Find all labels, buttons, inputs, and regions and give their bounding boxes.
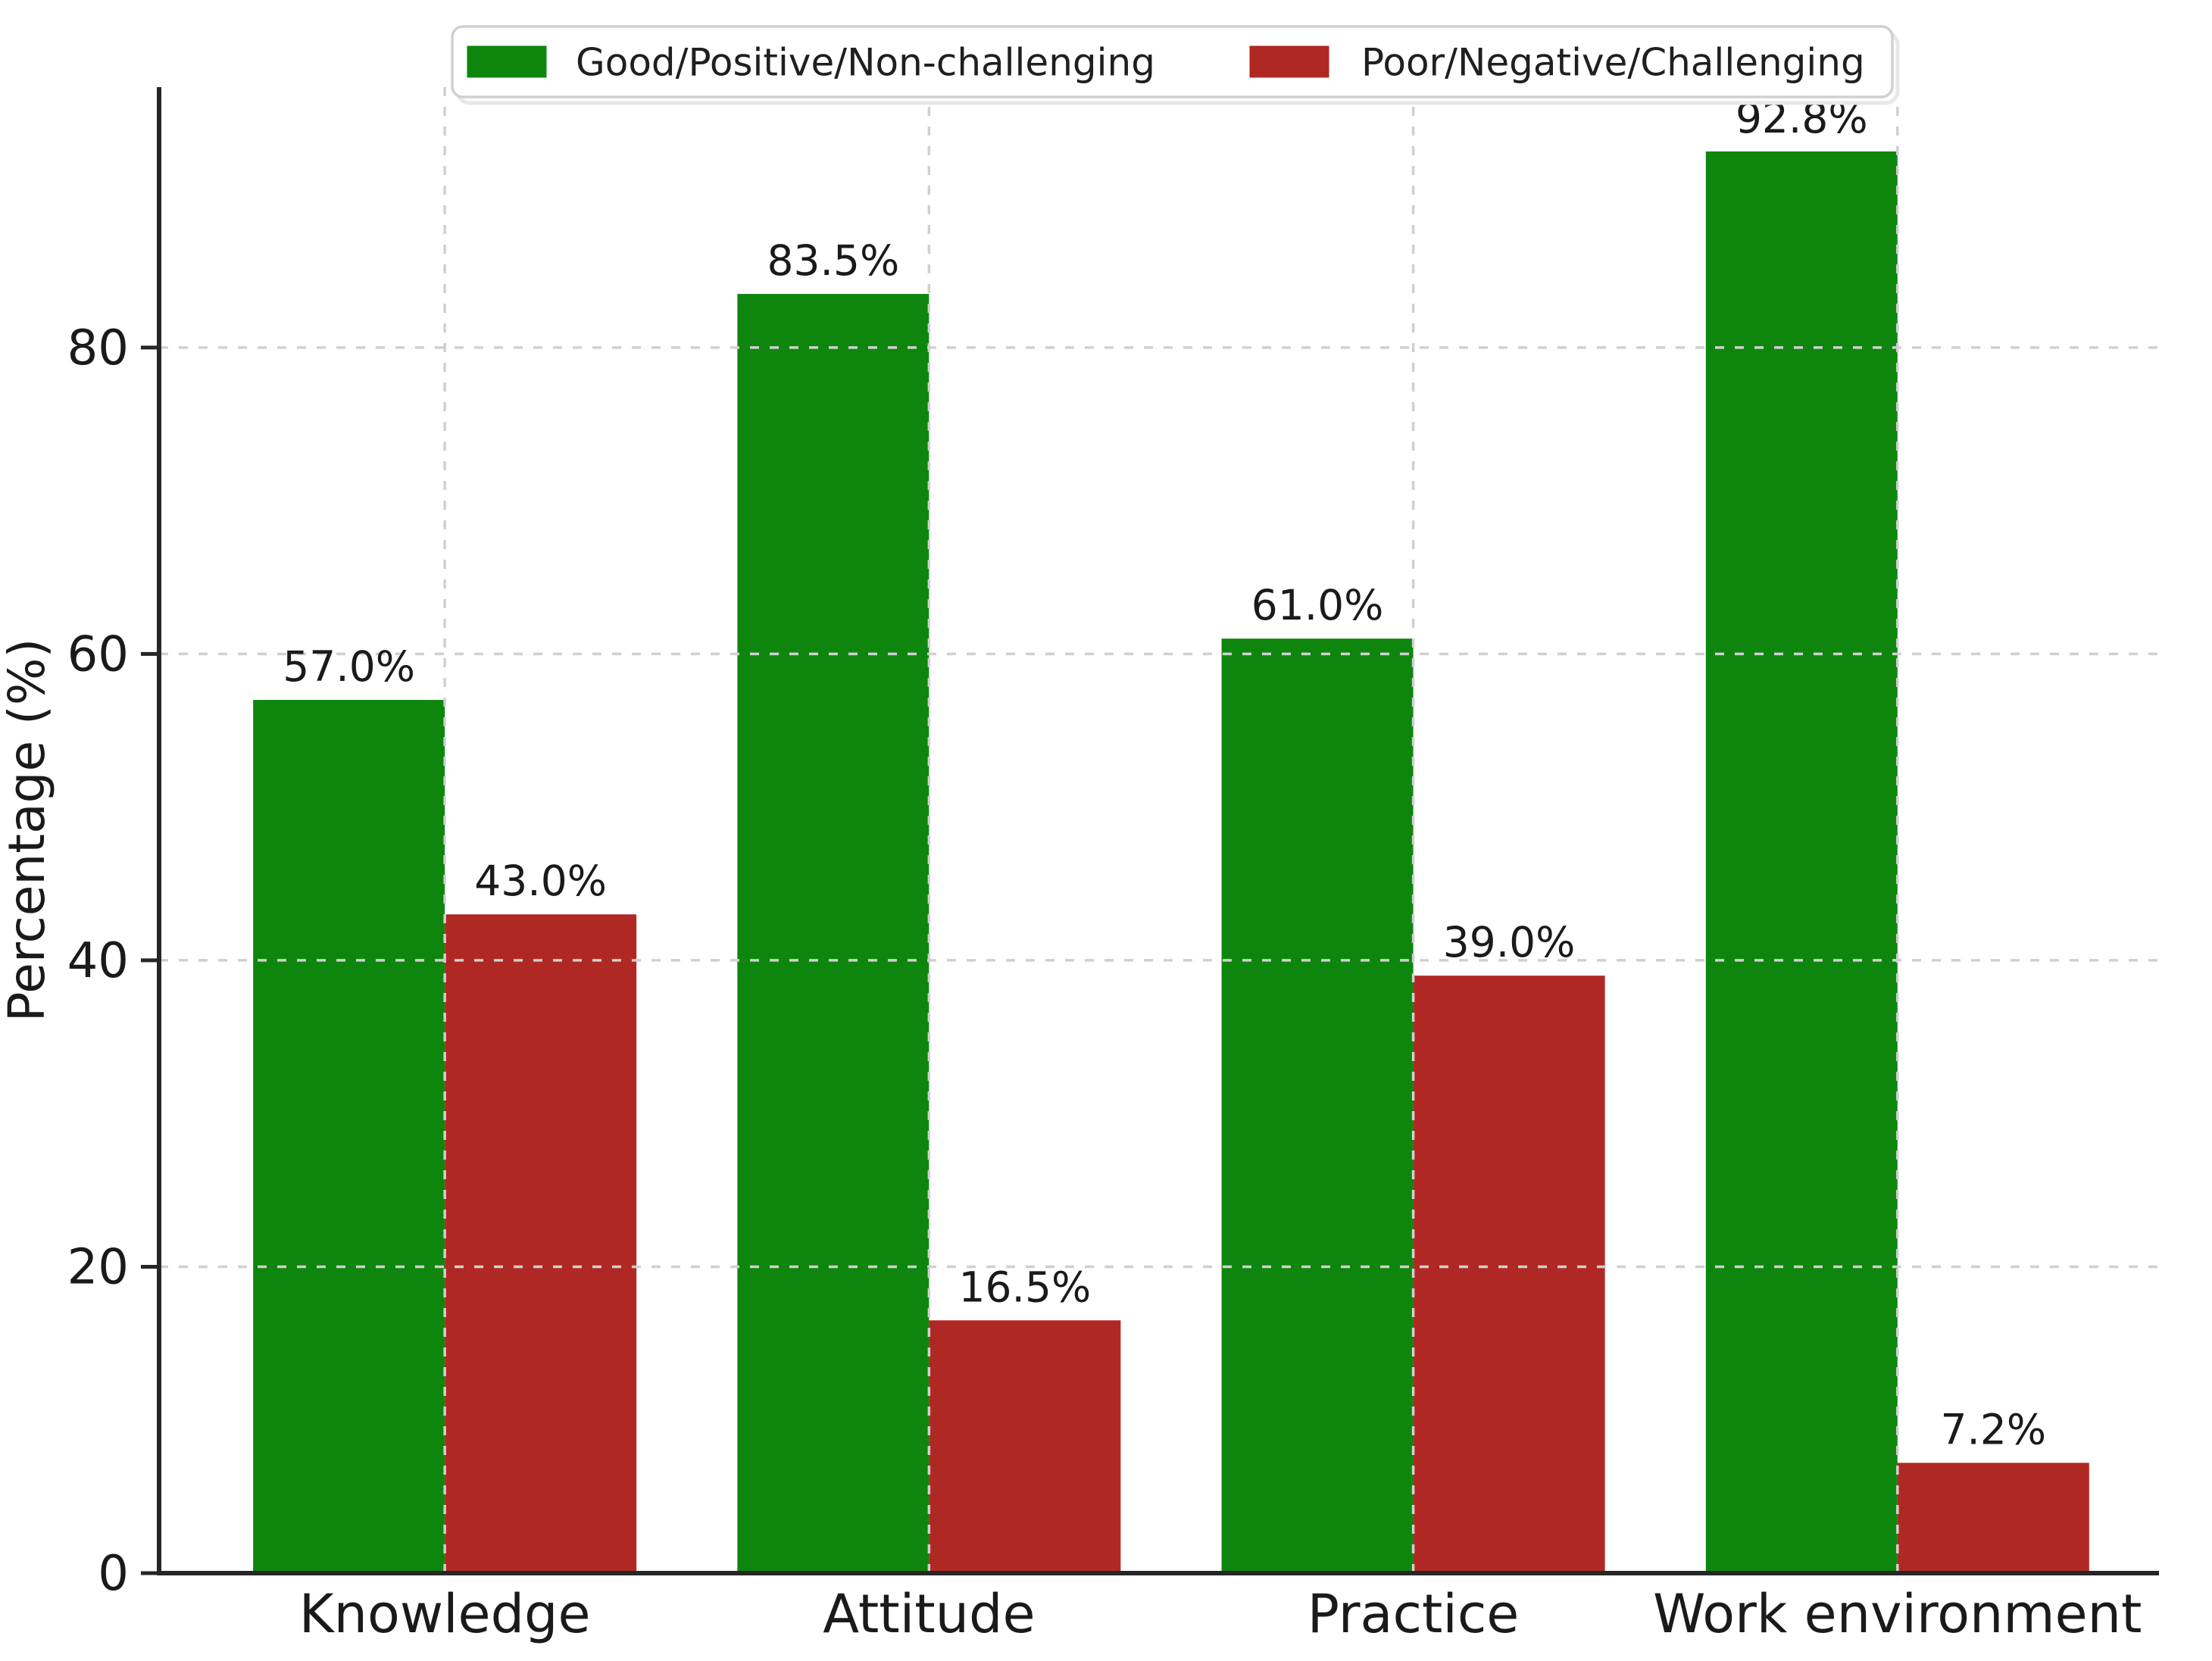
x-tick-label: Attitude — [823, 1583, 1035, 1645]
legend-swatch — [1248, 45, 1330, 79]
value-label: 16.5% — [959, 1263, 1092, 1311]
bar-attitude-series-0 — [737, 294, 929, 1573]
bar-work-environment-series-1 — [1897, 1463, 2089, 1573]
chart-legend — [451, 25, 1894, 98]
x-tick-label: Practice — [1308, 1583, 1520, 1645]
value-label: 7.2% — [1940, 1405, 2046, 1453]
legend-label: Good/Positive/Non-challenging — [576, 41, 1155, 85]
bar-knowledge-series-0 — [253, 700, 445, 1573]
x-tick-label: Work environment — [1653, 1583, 2142, 1645]
legend-label: Poor/Negative/Challenging — [1361, 41, 1865, 85]
value-label: 39.0% — [1443, 918, 1576, 966]
bar-practice-series-0 — [1221, 638, 1414, 1573]
bar-attitude-series-1 — [929, 1320, 1121, 1573]
y-tick-label: 60 — [67, 626, 129, 682]
value-label: 43.0% — [474, 857, 607, 905]
x-tick-label: Knowledge — [299, 1583, 591, 1645]
value-label: 61.0% — [1251, 581, 1384, 629]
y-tick-label: 80 — [67, 320, 129, 376]
y-tick-label: 40 — [67, 933, 129, 989]
value-label: 83.5% — [767, 236, 900, 285]
y-tick-label: 20 — [67, 1239, 129, 1295]
legend-swatch — [466, 45, 548, 79]
y-axis-label: Percentage (%) — [0, 638, 56, 1022]
bar-work-environment-series-0 — [1705, 151, 1898, 1573]
bar-practice-series-1 — [1413, 976, 1605, 1573]
y-tick-label: 0 — [98, 1546, 129, 1602]
value-label: 57.0% — [283, 642, 415, 691]
bar-knowledge-series-1 — [445, 914, 637, 1573]
